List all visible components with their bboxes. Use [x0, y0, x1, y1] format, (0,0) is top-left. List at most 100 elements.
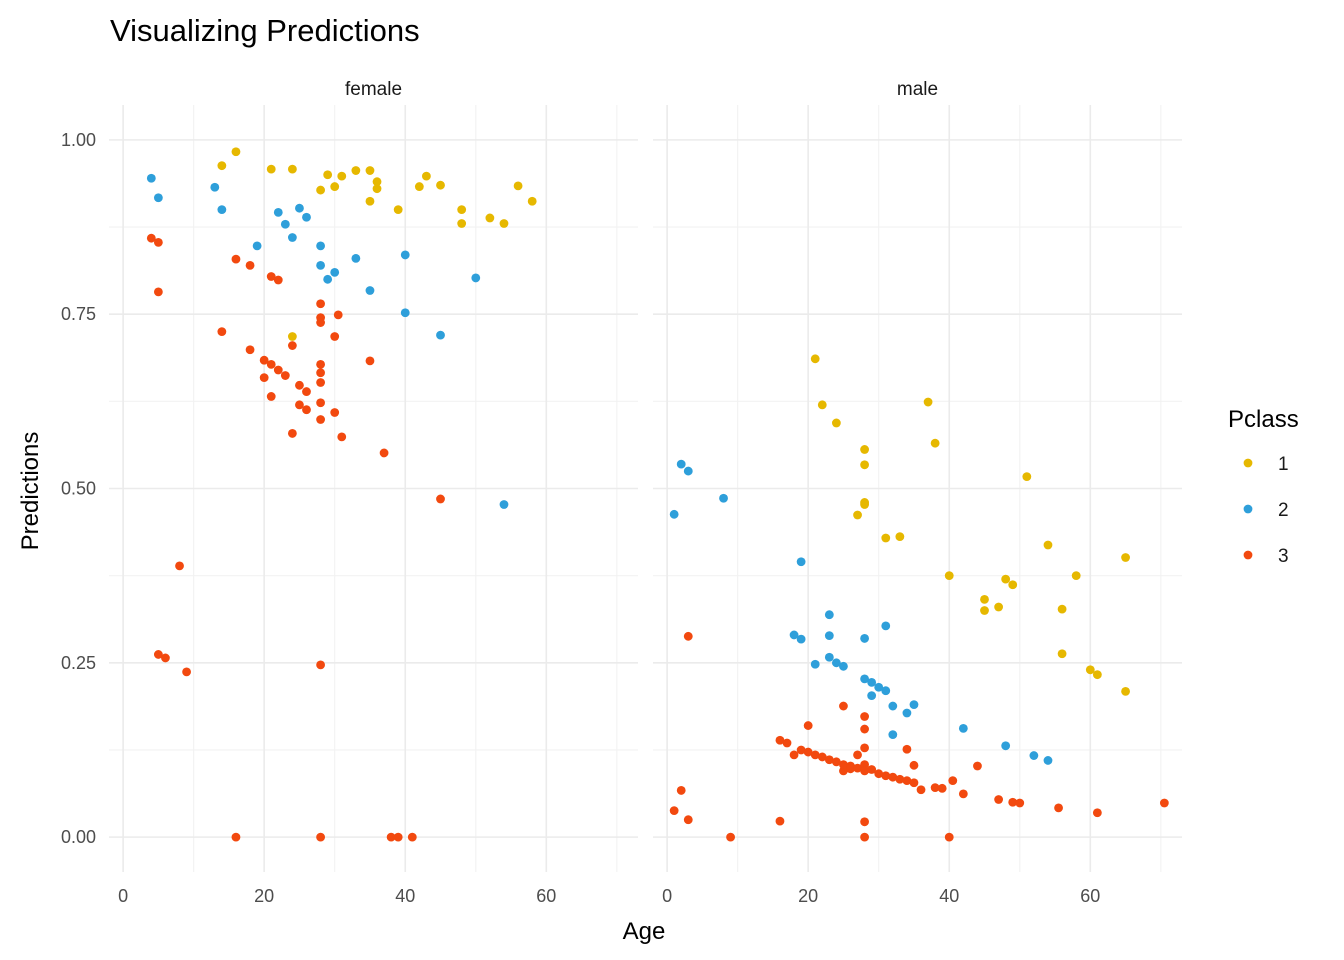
- data-point: [860, 817, 869, 827]
- data-point: [803, 747, 813, 757]
- data-point: [994, 602, 1004, 612]
- data-point: [980, 594, 989, 604]
- data-point: [888, 730, 898, 740]
- x-tick-label: 40: [395, 886, 415, 906]
- data-point: [146, 233, 156, 243]
- data-point: [365, 286, 375, 295]
- series-pclass-2: [146, 173, 509, 509]
- data-point: [422, 171, 431, 181]
- data-point: [252, 241, 262, 251]
- data-point: [860, 832, 869, 842]
- data-point: [245, 345, 255, 355]
- data-point: [782, 738, 792, 748]
- data-point: [457, 205, 467, 214]
- data-point: [860, 674, 869, 684]
- data-point: [683, 815, 693, 825]
- data-point: [923, 397, 933, 407]
- data-point: [266, 359, 276, 369]
- y-tick-label: 0.00: [61, 827, 96, 847]
- data-point: [316, 832, 325, 842]
- data-point: [944, 832, 954, 842]
- data-point: [930, 438, 940, 448]
- data-point: [217, 205, 227, 214]
- data-point: [881, 621, 891, 631]
- data-point: [316, 299, 325, 309]
- y-tick-label: 0.75: [61, 304, 96, 324]
- data-point: [351, 254, 361, 263]
- legend-key: [1243, 458, 1253, 468]
- data-point: [316, 660, 325, 670]
- data-point: [1022, 472, 1032, 482]
- data-point: [436, 180, 445, 190]
- data-point: [372, 177, 382, 187]
- strip-label: male: [897, 79, 938, 100]
- data-point: [302, 405, 311, 415]
- x-tick-label: 60: [536, 886, 556, 906]
- data-point: [393, 832, 403, 842]
- data-point: [217, 327, 227, 337]
- data-point: [902, 776, 912, 786]
- data-point: [874, 682, 884, 692]
- data-point: [316, 318, 325, 327]
- data-point: [1001, 741, 1011, 751]
- series-pclass-3: [669, 631, 1169, 842]
- data-point: [909, 778, 919, 788]
- data-point: [273, 207, 283, 217]
- data-point: [161, 653, 170, 663]
- data-point: [860, 724, 869, 734]
- data-point: [259, 373, 269, 383]
- data-point: [867, 765, 877, 774]
- data-point: [217, 161, 227, 171]
- data-point: [323, 170, 333, 180]
- data-point: [414, 182, 424, 191]
- data-point: [436, 330, 445, 340]
- data-point: [287, 164, 297, 174]
- data-point: [295, 203, 304, 213]
- data-point: [1008, 797, 1018, 807]
- data-point: [333, 310, 343, 320]
- data-point: [365, 196, 375, 206]
- data-point: [839, 766, 848, 776]
- data-point: [273, 275, 283, 285]
- x-tick-label: 60: [1080, 886, 1100, 906]
- data-point: [1001, 574, 1011, 584]
- legend-key: [1243, 550, 1253, 560]
- data-point: [302, 387, 311, 396]
- x-tick-label: 20: [798, 886, 818, 906]
- x-tick-label: 40: [939, 886, 959, 906]
- data-point: [860, 712, 869, 721]
- data-point: [853, 763, 862, 773]
- data-point: [351, 166, 361, 175]
- data-point: [817, 752, 827, 762]
- panel-female: female 0 20 40 60 0.00 0.25 0.50 0.75 1.00: [61, 79, 638, 906]
- data-point: [1008, 580, 1018, 590]
- data-point: [948, 776, 958, 786]
- data-point: [1121, 687, 1130, 696]
- data-point: [499, 219, 509, 228]
- legend: Pclass 1 2 3: [1228, 406, 1299, 567]
- data-point: [831, 757, 841, 767]
- data-point: [867, 691, 877, 700]
- data-point: [909, 760, 919, 770]
- data-point: [330, 408, 340, 417]
- data-point: [676, 786, 686, 795]
- data-point: [994, 795, 1004, 804]
- data-point: [386, 832, 396, 842]
- data-point: [895, 532, 905, 542]
- data-point: [365, 166, 375, 175]
- data-point: [824, 652, 834, 662]
- x-tick-label: 0: [662, 886, 672, 906]
- data-point: [175, 561, 184, 571]
- data-point: [895, 774, 905, 784]
- data-point: [874, 769, 884, 779]
- data-point: [909, 700, 919, 710]
- y-tick-label: 0.25: [61, 653, 96, 673]
- data-point: [860, 500, 869, 509]
- data-point: [316, 185, 325, 195]
- data-point: [365, 356, 375, 366]
- data-point: [888, 772, 898, 782]
- data-point: [888, 701, 898, 711]
- data-point: [916, 785, 926, 795]
- data-point: [153, 650, 163, 659]
